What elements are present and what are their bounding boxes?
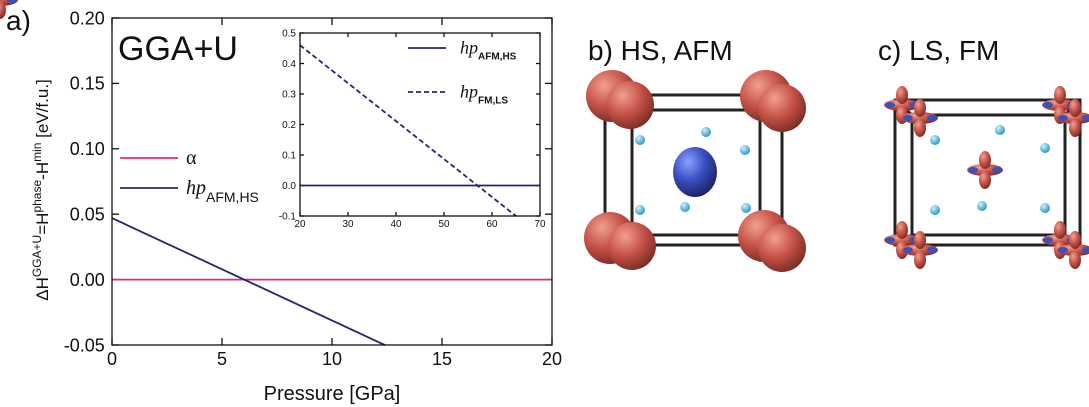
y-tick-label: 0.20 [70, 8, 105, 28]
y-tick-label: 0.3 [282, 90, 296, 101]
y-tick-label: 0.5 [282, 29, 296, 40]
series-line [112, 218, 385, 345]
legend-label: α [186, 147, 197, 169]
annotation: GGA+U [118, 30, 238, 68]
y-tick-label: 0.00 [70, 270, 105, 290]
y-tick-label: 0.1 [282, 151, 296, 162]
x-tick-label: 50 [438, 219, 450, 230]
structure-b: b) HS, AFM [584, 35, 806, 272]
legend-label: hpAFM,HS [186, 177, 259, 205]
legend-name: hp [460, 37, 478, 57]
x-tick-label: 20 [294, 219, 306, 230]
x-tick-label: 60 [486, 219, 498, 230]
legend-subscript: AFM,HS [478, 51, 517, 62]
y-tick-label: 0.4 [282, 59, 296, 70]
y-tick-label: 0.05 [70, 205, 105, 225]
y-label-part: min [30, 143, 44, 162]
y-tick-label: 0.0 [282, 181, 296, 192]
x-tick-label: 0 [107, 349, 117, 369]
y-label-part: =H [33, 213, 52, 235]
y-label-part: GGA+U [30, 235, 44, 277]
panel-title: c) LS, FM [878, 35, 999, 66]
x-tick-label: 10 [322, 349, 342, 369]
legend-name: hp [460, 81, 478, 101]
legend-subscript: FM,LS [478, 95, 508, 106]
x-tick-label: 40 [390, 219, 402, 230]
legend-name: α [186, 147, 197, 169]
y-label-part: ΔH [33, 277, 52, 301]
y-label-part: [eV/f.u.] [33, 79, 52, 142]
y-label-part: phase [30, 180, 44, 213]
y-tick-label: 0.10 [70, 139, 105, 159]
y-tick-label: -0.1 [279, 212, 297, 223]
x-tick-label: 20 [542, 349, 562, 369]
y-axis-label: ΔHGGA+U=Hphase-Hmin [eV/f.u.] [30, 79, 52, 301]
x-tick-label: 70 [534, 219, 546, 230]
y-tick-label: 0.2 [282, 120, 296, 131]
legend-subscript: AFM,HS [206, 189, 259, 205]
y-label-part: -H [33, 162, 52, 180]
x-axis-label: Pressure [GPa] [264, 383, 401, 405]
legend-name: hp [186, 177, 206, 199]
y-tick-label: 0.15 [70, 74, 105, 94]
x-tick-label: 5 [217, 349, 227, 369]
figure: a) GGA+U Pressure [GPa] ΔHGGA+U=Hphase-H… [0, 0, 1089, 407]
y-tick-label: -0.05 [64, 335, 105, 355]
x-tick-label: 30 [342, 219, 354, 230]
panel-label: a) [6, 5, 31, 36]
x-tick-label: 15 [432, 349, 452, 369]
panel-title: b) HS, AFM [588, 35, 733, 66]
